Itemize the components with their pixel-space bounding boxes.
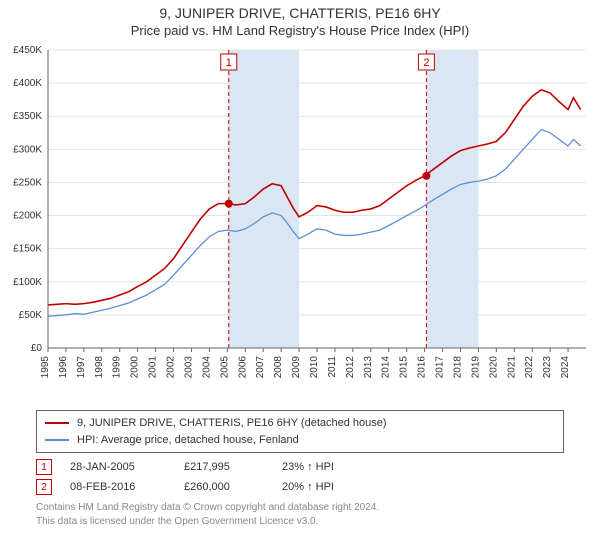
svg-text:£150K: £150K xyxy=(13,244,42,255)
svg-text:1997: 1997 xyxy=(76,356,87,379)
sale-date: 28-JAN-2005 xyxy=(70,461,166,473)
svg-text:£300K: £300K xyxy=(13,144,42,155)
legend-label-hpi: HPI: Average price, detached house, Fenl… xyxy=(77,432,299,449)
footer-line: This data is licensed under the Open Gov… xyxy=(36,515,564,529)
sale-hpi-delta: 23% ↑ HPI xyxy=(282,461,372,473)
svg-text:2017: 2017 xyxy=(435,356,446,379)
svg-text:2000: 2000 xyxy=(130,356,141,379)
legend-row-hpi: HPI: Average price, detached house, Fenl… xyxy=(45,432,555,449)
sale-marker-1: 1 xyxy=(36,459,52,475)
chart-title: 9, JUNIPER DRIVE, CHATTERIS, PE16 6HY xyxy=(0,0,600,22)
chart-legend: 9, JUNIPER DRIVE, CHATTERIS, PE16 6HY (d… xyxy=(36,410,564,453)
svg-text:2008: 2008 xyxy=(273,356,284,379)
chart-subtitle: Price paid vs. HM Land Registry's House … xyxy=(0,22,600,44)
svg-text:2014: 2014 xyxy=(381,356,392,379)
svg-text:2021: 2021 xyxy=(506,356,517,379)
svg-text:2022: 2022 xyxy=(524,356,535,379)
svg-text:£100K: £100K xyxy=(13,277,42,288)
svg-text:2005: 2005 xyxy=(219,356,230,379)
svg-text:£50K: £50K xyxy=(19,310,43,321)
price-chart: £0 £50K £100K £150K £200K £250K £300K £350K £400… xyxy=(0,44,600,404)
sale-row: 1 28-JAN-2005 £217,995 23% ↑ HPI xyxy=(36,457,564,477)
svg-text:2015: 2015 xyxy=(399,356,410,379)
svg-text:1999: 1999 xyxy=(112,356,123,379)
svg-text:1996: 1996 xyxy=(58,356,69,379)
footer-attribution: Contains HM Land Registry data © Crown c… xyxy=(36,501,564,528)
legend-label-price-paid: 9, JUNIPER DRIVE, CHATTERIS, PE16 6HY (d… xyxy=(77,415,387,432)
sale-marker-2: 2 xyxy=(36,479,52,495)
footer-line: Contains HM Land Registry data © Crown c… xyxy=(36,501,564,515)
svg-text:£400K: £400K xyxy=(13,78,42,89)
legend-swatch-hpi xyxy=(45,439,69,441)
svg-text:£0: £0 xyxy=(31,343,43,354)
sale-hpi-delta: 20% ↑ HPI xyxy=(282,481,372,493)
svg-text:2016: 2016 xyxy=(417,356,428,379)
sale-date: 08-FEB-2016 xyxy=(70,481,166,493)
sale-price: £217,995 xyxy=(184,461,264,473)
svg-text:2002: 2002 xyxy=(166,356,177,379)
svg-text:2: 2 xyxy=(423,57,429,69)
svg-text:2018: 2018 xyxy=(452,356,463,379)
svg-text:2012: 2012 xyxy=(345,356,356,379)
svg-text:2003: 2003 xyxy=(183,356,194,379)
svg-text:2004: 2004 xyxy=(201,356,212,379)
svg-text:£350K: £350K xyxy=(13,111,42,122)
svg-text:2006: 2006 xyxy=(237,356,248,379)
svg-text:£450K: £450K xyxy=(13,45,42,56)
svg-text:2010: 2010 xyxy=(309,356,320,379)
svg-text:£250K: £250K xyxy=(13,178,42,189)
svg-text:£200K: £200K xyxy=(13,211,42,222)
svg-text:2013: 2013 xyxy=(363,356,374,379)
svg-text:1998: 1998 xyxy=(94,356,105,379)
svg-text:1: 1 xyxy=(226,57,232,69)
svg-text:2009: 2009 xyxy=(291,356,302,379)
sale-price: £260,000 xyxy=(184,481,264,493)
svg-text:2020: 2020 xyxy=(488,356,499,379)
svg-text:2024: 2024 xyxy=(560,356,571,379)
svg-text:2011: 2011 xyxy=(327,356,338,378)
legend-row-price-paid: 9, JUNIPER DRIVE, CHATTERIS, PE16 6HY (d… xyxy=(45,415,555,432)
svg-text:2019: 2019 xyxy=(470,356,481,379)
svg-text:2023: 2023 xyxy=(542,356,553,379)
sale-row: 2 08-FEB-2016 £260,000 20% ↑ HPI xyxy=(36,477,564,497)
svg-text:1995: 1995 xyxy=(40,356,51,379)
legend-swatch-price-paid xyxy=(45,422,69,424)
svg-text:2007: 2007 xyxy=(255,356,266,379)
sales-table: 1 28-JAN-2005 £217,995 23% ↑ HPI 2 08-FE… xyxy=(36,457,564,497)
svg-text:2001: 2001 xyxy=(148,356,159,379)
